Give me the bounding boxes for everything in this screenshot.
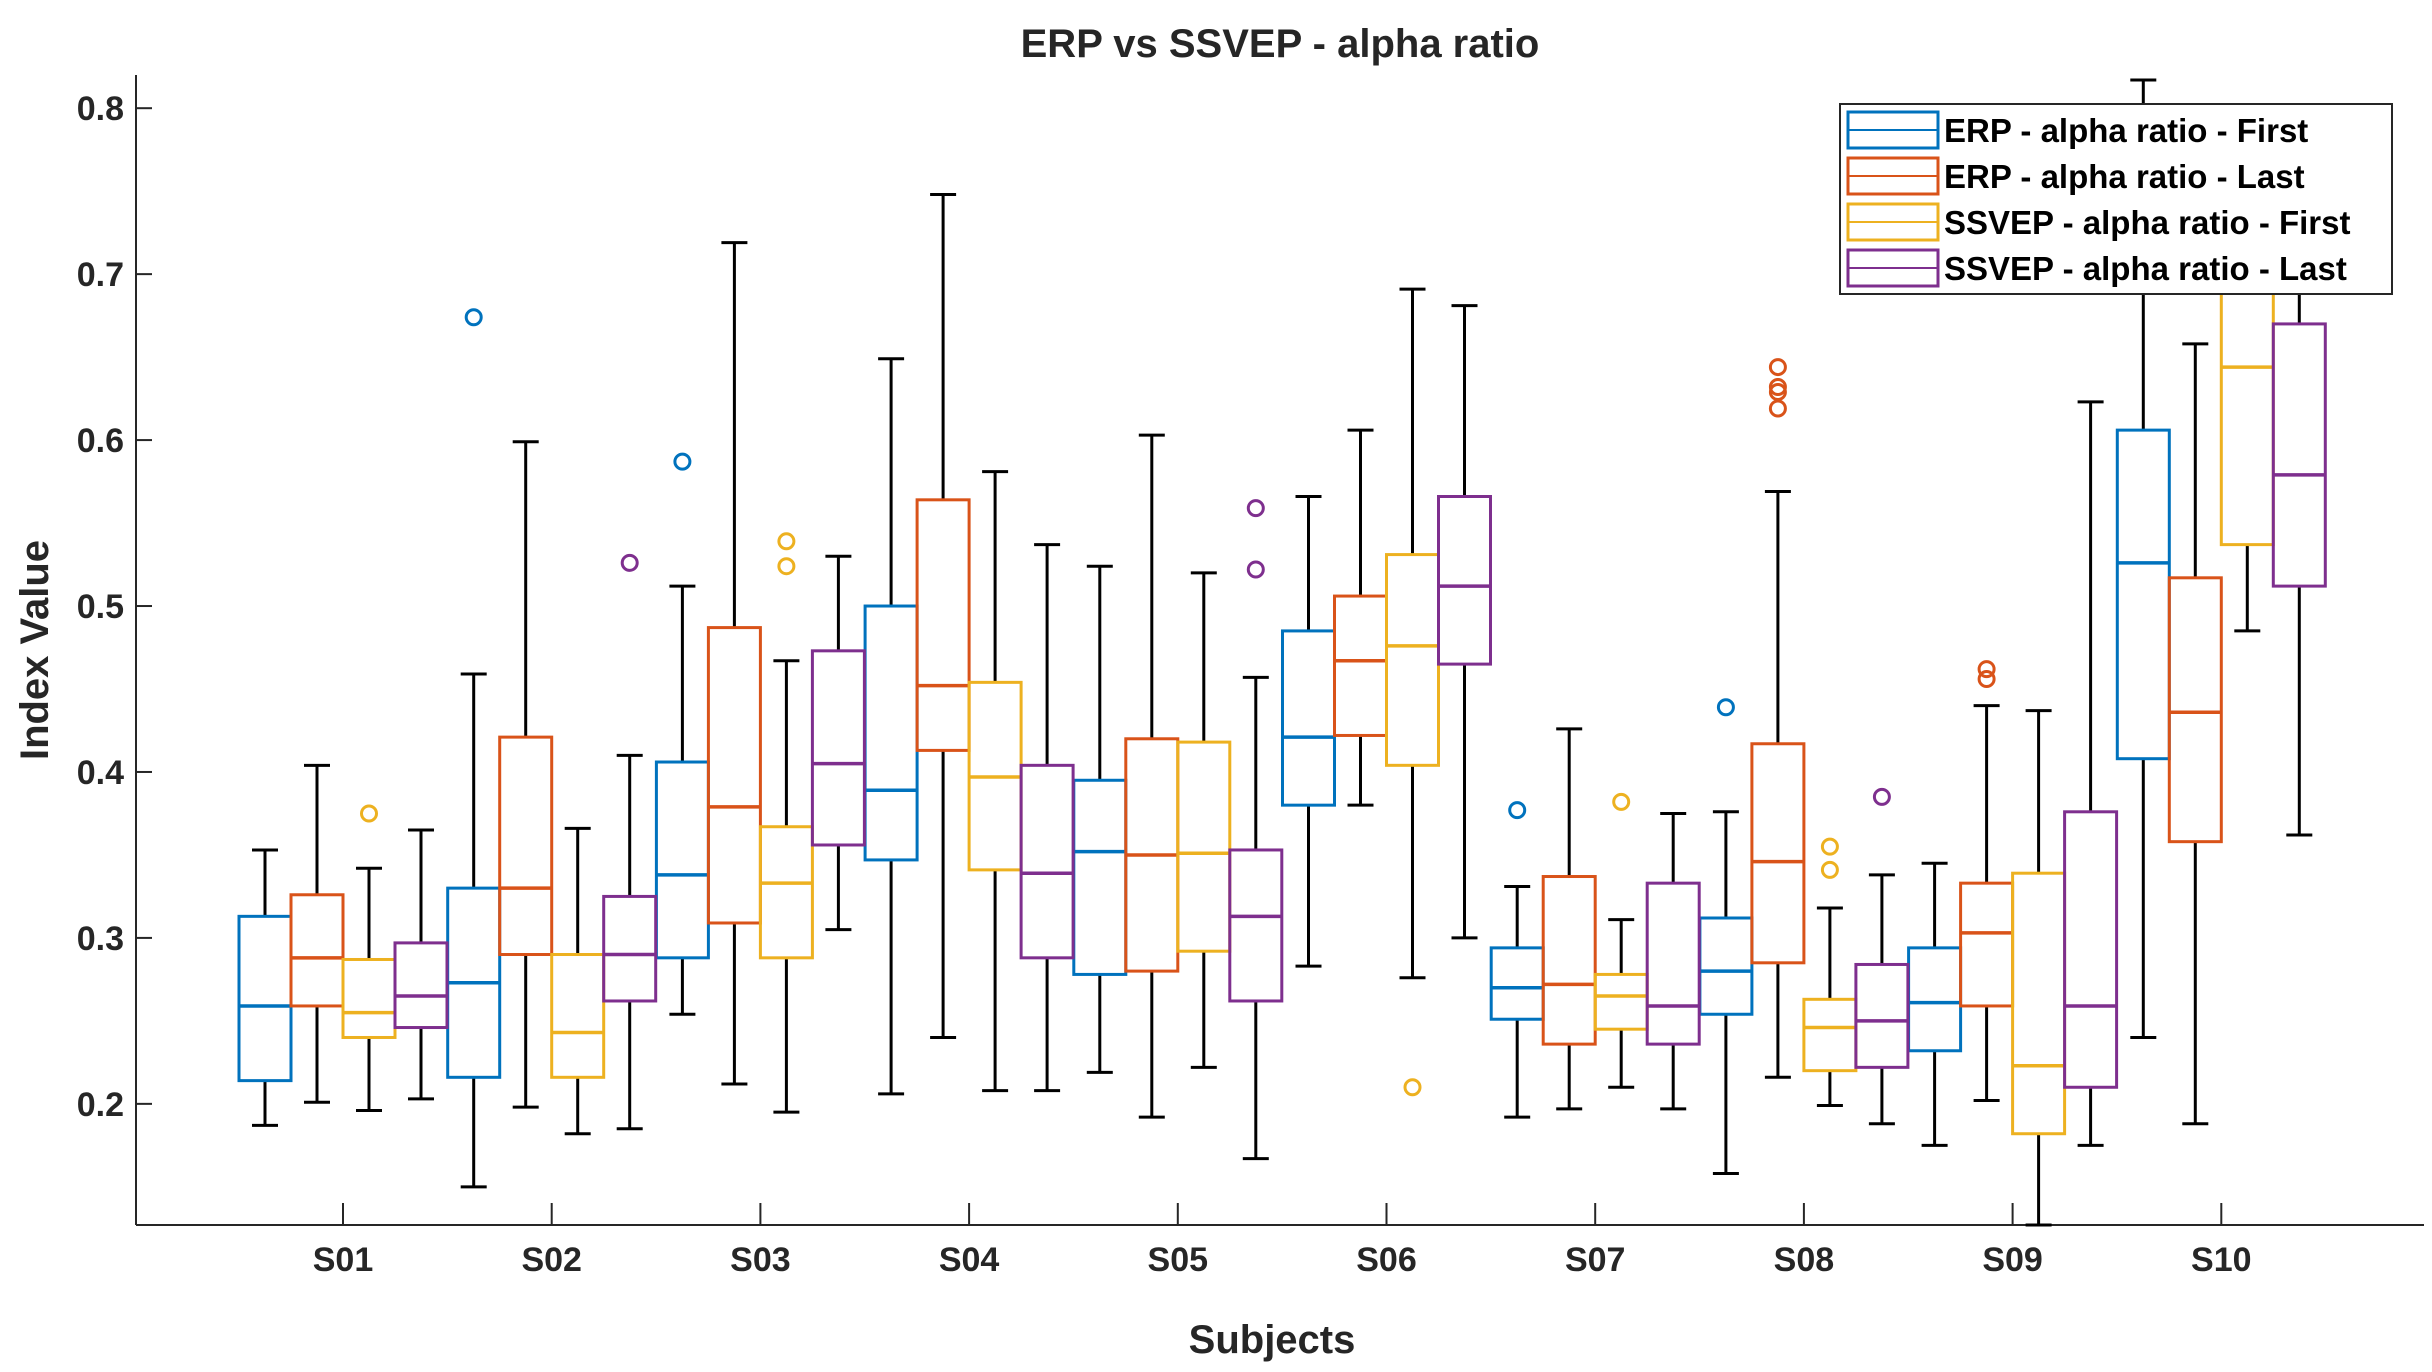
- box-iqr: [550, 953, 606, 1079]
- x-tick-label: S09: [1982, 1241, 2043, 1279]
- box-S05-series-3: [1176, 571, 1232, 1069]
- box-S03-series-2: [706, 241, 762, 1086]
- outlier-point: [777, 557, 796, 576]
- box-iqr: [706, 626, 762, 925]
- box-iqr: [2063, 810, 2119, 1089]
- y-tick-label: 0.8: [77, 90, 124, 128]
- outlier-point: [1403, 1078, 1422, 1097]
- outlier-point: [1768, 358, 1787, 377]
- box-iqr: [810, 649, 866, 847]
- legend-entry: ERP - alpha ratio - Last: [1944, 158, 2305, 195]
- box-iqr: [393, 941, 449, 1030]
- outlier-point: [1612, 792, 1631, 811]
- outlier-point: [1768, 377, 1787, 396]
- box-S05-series-4: [1228, 499, 1284, 1161]
- box-S10-series-2: [2167, 342, 2223, 1126]
- box-iqr: [2167, 576, 2223, 844]
- box-S03-series-3: [758, 532, 814, 1114]
- box-S04-series-2: [915, 192, 971, 1039]
- y-tick-label: 0.3: [77, 920, 124, 958]
- outlier-point: [1508, 801, 1527, 820]
- box-iqr: [1228, 848, 1284, 1003]
- box-S05-series-2: [1124, 433, 1180, 1119]
- outlier-point: [1246, 560, 1265, 579]
- box-S08-series-2: [1750, 358, 1806, 1079]
- box-S07-series-4: [1645, 811, 1701, 1111]
- x-axis-label: Subjects: [1189, 1318, 1356, 1362]
- box-S10-series-4: [2271, 206, 2327, 837]
- x-tick-label: S10: [2191, 1241, 2252, 1279]
- x-tick-label: S02: [521, 1241, 582, 1279]
- legend-box: [1839, 103, 2393, 295]
- legend-entry: ERP - alpha ratio - First: [1944, 112, 2308, 149]
- box-iqr: [1019, 763, 1075, 960]
- box-S04-series-4: [1019, 543, 1075, 1093]
- box-S07-series-2: [1541, 727, 1597, 1111]
- box-S02-series-4: [602, 553, 658, 1131]
- box-iqr: [602, 894, 658, 1003]
- chart-title: ERP vs SSVEP - alpha ratio: [1021, 22, 1540, 66]
- outlier-point: [777, 532, 796, 551]
- outlier-point: [464, 308, 483, 327]
- outlier-point: [1977, 660, 1996, 679]
- outlier-point: [620, 553, 639, 572]
- y-tick-label: 0.7: [77, 256, 124, 294]
- box-S01-series-4: [393, 828, 449, 1101]
- box-S09-series-4: [2063, 400, 2119, 1147]
- y-tick-label: 0.5: [77, 588, 124, 626]
- legend-entry: SSVEP - alpha ratio - Last: [1944, 250, 2347, 287]
- outlier-point: [1977, 670, 1996, 689]
- outlier-point: [1768, 399, 1787, 418]
- box-iqr: [1750, 742, 1806, 965]
- box-S10-series-1: [2115, 78, 2171, 1039]
- x-tick-label: S04: [939, 1241, 1000, 1279]
- box-S05-series-1: [1072, 564, 1128, 1074]
- box-S02-series-3: [550, 826, 606, 1136]
- box-S08-series-4: [1854, 787, 1910, 1126]
- legend-entry: SSVEP - alpha ratio - First: [1944, 204, 2351, 241]
- box-iqr: [1645, 881, 1701, 1046]
- x-tick-label: S06: [1356, 1241, 1417, 1279]
- x-tick-label: S07: [1565, 1241, 1626, 1279]
- legend: ERP - alpha ratio - First ERP - alpha rat…: [1839, 103, 2393, 295]
- box-S02-series-2: [498, 440, 554, 1109]
- box-S01-series-3: [341, 804, 397, 1112]
- box-iqr: [289, 893, 345, 1008]
- box-iqr: [1854, 962, 1910, 1069]
- box-S06-series-4: [1437, 304, 1492, 940]
- axes: 0.2 0.3 0.4 0.5 0.6 0.7 0.8 S01 S02 S03 S04 S05 S06 S…: [77, 75, 2424, 1279]
- box-iqr: [1437, 495, 1492, 666]
- outlier-point: [1872, 787, 1891, 806]
- y-tick-label: 0.6: [77, 422, 124, 460]
- box-S01-series-2: [289, 763, 345, 1104]
- y-axis-label: Index Value: [13, 540, 57, 760]
- box-iqr: [1541, 875, 1597, 1046]
- box-iqr: [2271, 322, 2327, 588]
- box-iqr: [1176, 740, 1232, 953]
- box-iqr: [758, 825, 814, 960]
- y-tick-label: 0.4: [77, 754, 124, 792]
- outlier-point: [1820, 837, 1839, 856]
- outlier-point: [1246, 499, 1265, 518]
- outlier-point: [360, 804, 378, 823]
- y-tick-label: 0.2: [77, 1086, 124, 1124]
- outlier-point: [673, 452, 692, 471]
- outlier-point: [1820, 860, 1839, 879]
- outlier-point: [1716, 698, 1735, 717]
- box-S01-series-1: [237, 848, 293, 1127]
- x-tick-label: S01: [313, 1241, 374, 1279]
- x-tick-label: S08: [1774, 1241, 1835, 1279]
- box-S03-series-4: [810, 554, 866, 932]
- box-iqr: [498, 735, 554, 957]
- box-iqr: [915, 498, 971, 752]
- x-tick-label: S03: [730, 1241, 791, 1279]
- outlier-point: [1768, 382, 1787, 401]
- x-tick-label: S05: [1148, 1241, 1209, 1279]
